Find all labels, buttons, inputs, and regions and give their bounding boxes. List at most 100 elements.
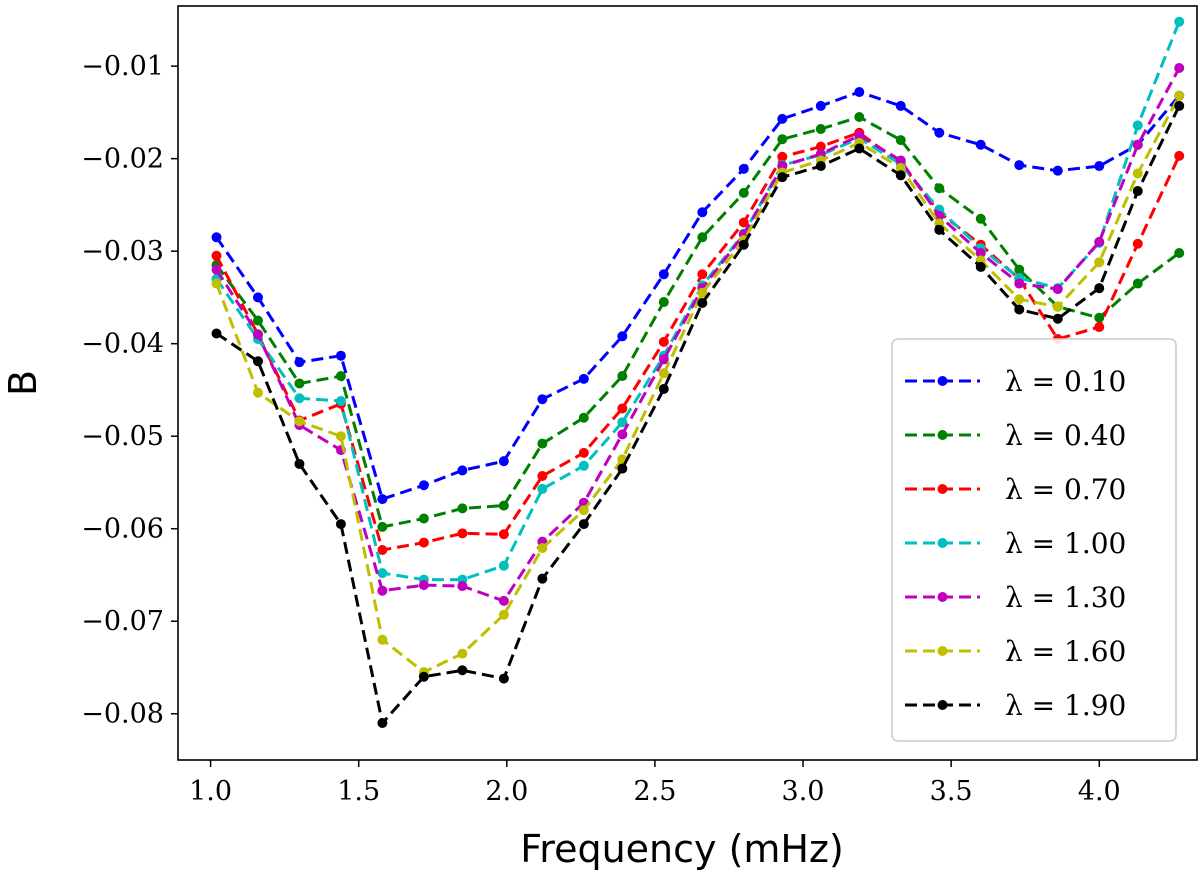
data-point [975,261,986,272]
data-point [697,269,708,280]
data-point [617,331,628,342]
data-point [252,292,263,303]
legend: λ = 0.10 λ = 0.40 λ = 0.70 λ = 1.00 λ = 1.30… [891,338,1177,742]
data-point [815,124,826,135]
legend-label: λ = 1.00 [1005,527,1126,560]
ticks-layer: 1.0 1.5 2.0 2.5 3.0 3.5 4.0 −0.01 −0.02 −0.03 −0.0… [81,51,1120,807]
data-point [1094,322,1105,333]
data-point [975,248,986,259]
data-point [1174,150,1185,161]
legend-label: λ = 1.60 [1005,635,1126,668]
legend-item: λ = 0.70 [905,473,1126,506]
data-point [895,155,906,166]
data-point [934,127,945,138]
series-layer [211,16,1185,728]
data-point [211,250,222,261]
series-0 [211,87,1185,505]
data-point [1052,313,1063,324]
data-point [658,354,669,365]
data-point [854,130,865,141]
data-point [617,417,628,428]
data-point [211,278,222,289]
legend-item: λ = 1.90 [905,689,1126,722]
data-point [658,297,669,308]
data-point [1094,161,1105,172]
data-point [1094,257,1105,268]
legend-marker [937,592,948,602]
legend-label: λ = 0.10 [1005,365,1126,398]
data-point [1174,16,1185,27]
data-point [211,328,222,339]
data-point [498,595,509,606]
data-point [1132,278,1143,289]
data-point [697,207,708,218]
data-point [697,287,708,298]
data-point [377,521,388,532]
legend-marker [937,430,948,440]
data-point [457,503,468,514]
x-tick-label: 3.5 [930,776,973,807]
data-point [1174,100,1185,111]
data-point [1174,90,1185,101]
data-point [457,465,468,476]
data-point [1094,312,1105,323]
data-point [895,100,906,111]
data-point [1132,120,1143,131]
data-point [537,543,548,554]
data-point [377,585,388,596]
data-point [1014,278,1025,289]
data-point [498,560,509,571]
legend-marker [937,484,948,494]
data-point [895,170,906,181]
data-point [1132,139,1143,150]
data-point [934,224,945,235]
data-point [335,519,346,530]
data-point [335,396,346,407]
data-point [537,394,548,405]
legend-item: λ = 1.60 [905,635,1126,668]
data-point [854,143,865,154]
data-point [975,213,986,224]
data-point [777,172,788,183]
data-point [457,665,468,676]
data-point [895,135,906,146]
series-6 [211,100,1185,728]
data-point [252,356,263,367]
y-tick-label: −0.04 [81,329,164,360]
data-point [1132,168,1143,179]
data-point [1014,160,1025,171]
data-point [377,634,388,645]
data-point [211,264,222,275]
data-point [335,431,346,442]
legend-marker [937,646,948,656]
y-tick-label: −0.08 [81,699,164,730]
plot-frame [177,5,1198,761]
data-point [498,456,509,467]
data-point [537,438,548,449]
x-tick-label: 4.0 [1078,776,1121,807]
data-point [697,232,708,243]
data-point [578,412,589,423]
data-point [498,609,509,620]
data-point [498,500,509,511]
data-point [418,513,429,524]
data-point [537,470,548,481]
x-tick-label: 1.5 [337,776,380,807]
data-point [658,336,669,347]
data-point [377,494,388,505]
data-point [1014,264,1025,275]
data-point [377,568,388,579]
legend-label: λ = 1.30 [1005,581,1126,614]
y-tick-label: −0.07 [81,606,164,637]
data-point [1132,186,1143,197]
legend-label: λ = 0.40 [1005,419,1126,452]
data-point [1052,284,1063,295]
data-point [658,368,669,379]
legend-marker [937,538,948,548]
data-point [934,183,945,194]
data-point [617,371,628,382]
data-point [418,580,429,591]
y-tick-label: −0.02 [81,144,164,175]
y-tick-label: −0.03 [81,236,164,267]
data-point [854,87,865,98]
